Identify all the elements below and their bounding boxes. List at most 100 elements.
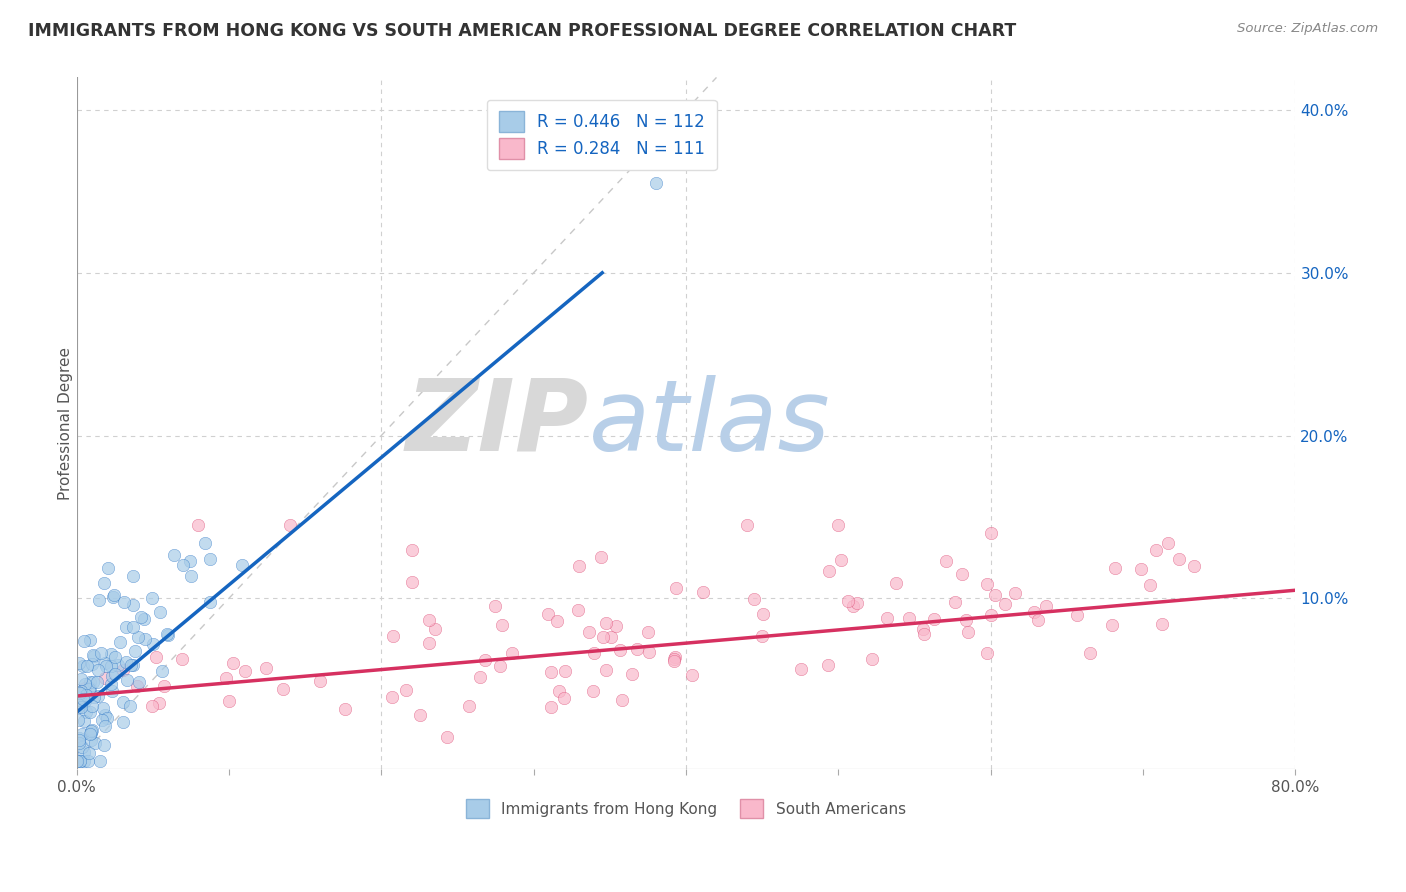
Legend: Immigrants from Hong Kong, South Americans: Immigrants from Hong Kong, South America… [460, 793, 912, 824]
Point [80, 726, 103, 740]
Point [567, 603, 589, 617]
Point [112, 595, 135, 609]
Point [73, 681, 96, 695]
Point [187, 518, 209, 533]
Point [70, 699, 93, 714]
Text: IMMIGRANTS FROM HONG KONG VS SOUTH AMERICAN PROFESSIONAL DEGREE CORRELATION CHAR: IMMIGRANTS FROM HONG KONG VS SOUTH AMERI… [28, 22, 1017, 40]
Point [409, 708, 432, 723]
Point [1026, 613, 1049, 627]
Point [73, 677, 96, 691]
Point [610, 693, 633, 707]
Point [1080, 646, 1102, 660]
Point [156, 626, 179, 640]
Point [67, 733, 90, 747]
Point [66, 754, 89, 768]
Point [950, 566, 973, 581]
Point [79, 674, 101, 689]
Point [1168, 552, 1191, 566]
Point [222, 656, 245, 670]
Point [134, 632, 156, 647]
Point [980, 607, 1002, 622]
Point [82, 675, 104, 690]
Point [790, 661, 813, 675]
Point [100, 659, 122, 673]
Point [491, 618, 513, 632]
Point [67, 656, 90, 670]
Point [122, 657, 145, 672]
Point [752, 607, 775, 622]
Point [194, 536, 217, 550]
Point [180, 569, 202, 583]
Point [474, 653, 496, 667]
Point [605, 619, 627, 633]
Point [1022, 605, 1045, 619]
Point [436, 730, 458, 744]
Point [104, 650, 127, 665]
Point [121, 598, 143, 612]
Point [66, 699, 89, 714]
Point [77, 746, 100, 760]
Point [1101, 618, 1123, 632]
Point [80, 723, 103, 737]
Point [103, 588, 125, 602]
Point [69, 754, 91, 768]
Point [73, 634, 96, 648]
Point [943, 595, 966, 609]
Point [87, 663, 110, 677]
Point [115, 655, 138, 669]
Point [132, 612, 155, 626]
Point [80, 698, 103, 713]
Point [501, 646, 523, 660]
Point [96, 710, 118, 724]
Point [600, 630, 623, 644]
Point [592, 630, 614, 644]
Point [79, 633, 101, 648]
Point [582, 684, 605, 698]
Point [860, 652, 883, 666]
Point [80, 724, 103, 739]
Point [112, 695, 135, 709]
Point [100, 676, 122, 690]
Point [77, 681, 100, 696]
Point [72, 727, 94, 741]
Point [120, 657, 142, 672]
Point [128, 675, 150, 690]
Point [484, 599, 506, 613]
Point [897, 611, 920, 625]
Point [1004, 586, 1026, 600]
Point [271, 682, 294, 697]
Point [468, 670, 491, 684]
Point [955, 613, 977, 627]
Point [554, 664, 576, 678]
Point [69, 686, 91, 700]
Point [163, 549, 186, 563]
Point [83, 690, 105, 704]
Point [156, 628, 179, 642]
Point [662, 654, 685, 668]
Point [1152, 616, 1174, 631]
Point [91, 700, 114, 714]
Point [150, 664, 173, 678]
Point [198, 552, 221, 566]
Point [73, 694, 96, 708]
Point [994, 597, 1017, 611]
Point [540, 699, 562, 714]
Point [637, 625, 659, 640]
Point [97, 561, 120, 575]
Point [87, 592, 110, 607]
Point [170, 652, 193, 666]
Point [665, 581, 688, 595]
Point [66, 685, 89, 699]
Point [79, 681, 101, 695]
Point [70, 683, 93, 698]
Point [72, 692, 94, 706]
Point [578, 624, 600, 639]
Y-axis label: Professional Degree: Professional Degree [58, 347, 73, 500]
Point [172, 558, 194, 572]
Point [90, 646, 112, 660]
Point [141, 698, 163, 713]
Point [692, 584, 714, 599]
Text: Source: ZipAtlas.com: Source: ZipAtlas.com [1237, 22, 1378, 36]
Point [94, 671, 117, 685]
Point [141, 591, 163, 605]
